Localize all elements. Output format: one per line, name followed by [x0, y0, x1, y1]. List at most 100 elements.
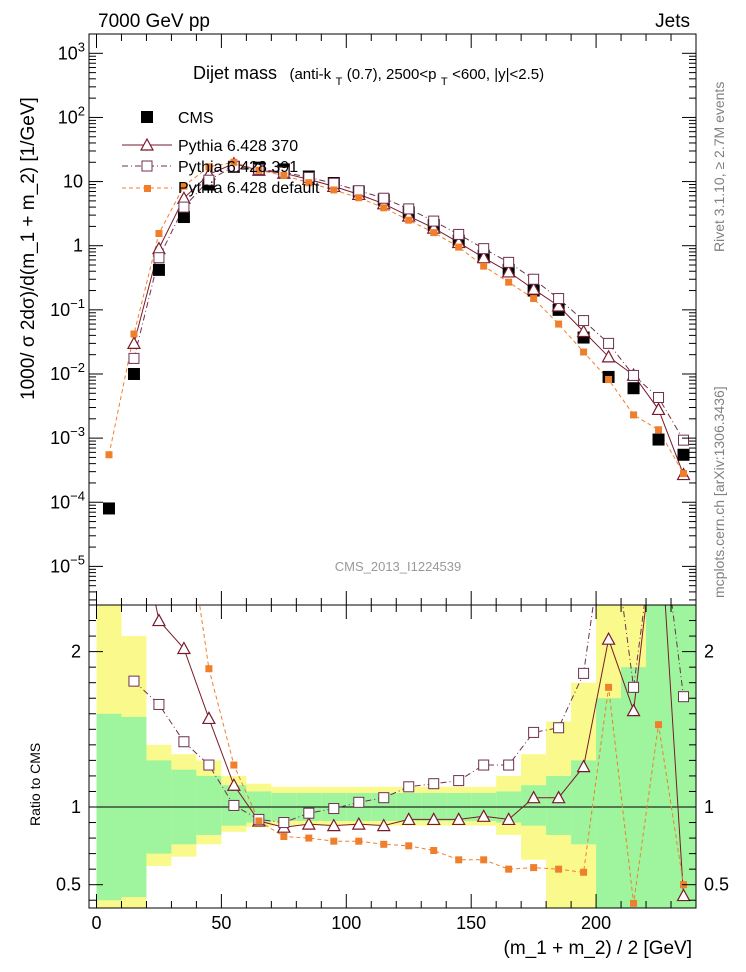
main-ytick-exp-2: −3 [70, 424, 85, 439]
main-point-pdef-15 [480, 262, 488, 270]
ratio-point-p391-4 [203, 759, 215, 771]
plot-title: Dijet mass (anti-k T (0.7), 2500<p T <60… [193, 63, 544, 89]
ratio-point-p391-2 [153, 698, 165, 710]
main-ytick-base-1: 10 [50, 492, 70, 512]
main-point-p370-20 [601, 349, 616, 363]
main-ytick-exp-1: −4 [70, 488, 85, 503]
ratio-point-p391-15 [478, 759, 490, 771]
main-point-p391-20 [603, 337, 615, 349]
band-green-18 [546, 775, 572, 835]
ratio-point-p370-10 [351, 816, 366, 830]
legend-marker-p391 [141, 160, 153, 172]
main-point-p391-1 [128, 352, 140, 364]
main-ytick-base-2: 10 [50, 428, 70, 448]
main-point-pdef-17 [530, 295, 538, 303]
main-point-pdef-4 [205, 163, 213, 171]
ratio-point-pdef-4 [205, 665, 213, 673]
main-point-pdef-1 [130, 330, 138, 338]
main-ytick-base-8: 10 [58, 43, 78, 63]
main-point-p391-12 [403, 203, 415, 215]
analysis-watermark: CMS_2013_I1224539 [335, 559, 462, 574]
main-point-pdef-22 [655, 426, 663, 434]
ratio-point-pdef-19 [580, 868, 588, 876]
main-point-pdef-19 [580, 348, 588, 356]
main-ytick-exp-0: −5 [70, 552, 85, 567]
ratio-point-pdef-15 [480, 856, 488, 864]
band-green-22 [646, 605, 672, 908]
header-right: Jets [655, 11, 690, 32]
band-green-20 [596, 698, 622, 908]
ratio-point-p391-17 [528, 726, 540, 738]
main-ytick-label-5: 1 [73, 236, 83, 256]
main-ytick-exp-3: −2 [70, 360, 85, 375]
ratio-point-p370-20 [601, 631, 616, 645]
main-point-p391-16 [503, 256, 515, 268]
mcplots-source-label: mcplots.cern.ch [arXiv:1306.3436] [711, 386, 727, 598]
legend-label-p370: Pythia 6.428 370 [178, 138, 298, 155]
ratio-ytick-label-left-0: 0.5 [56, 875, 81, 895]
ratio-point-pdef-13 [430, 847, 438, 855]
main-point-p391-17 [528, 273, 540, 285]
ratio-point-p370-14 [451, 812, 466, 826]
rivet-version-label: Rivet 3.1.10, ≥ 2.7M events [711, 82, 727, 252]
main-point-cms-23 [677, 448, 690, 461]
ratio-series-layer [128, 605, 691, 907]
ratio-point-p391-11 [378, 792, 390, 804]
ratio-point-p391-18 [553, 722, 565, 734]
legend-entry-pdef: Pythia 6.428 default [122, 180, 320, 197]
main-ytick-label-2: 10−3 [50, 424, 85, 448]
legend-entry-p370: Pythia 6.428 370 [122, 137, 298, 155]
ratio-ytick-label-left-1: 1 [71, 797, 81, 817]
ratio-point-p391-7 [278, 817, 290, 829]
ratio-point-p370-19 [576, 759, 591, 773]
main-ytick-label-6: 10 [63, 172, 83, 192]
main-point-pdef-10 [355, 194, 363, 202]
ratio-point-p370-5 [226, 777, 241, 791]
main-ytick-exp-7: 2 [78, 103, 85, 118]
ratio-point-pdef-14 [455, 856, 463, 864]
main-point-p391-22 [653, 391, 665, 403]
main-point-pdef-23 [680, 470, 688, 478]
band-green-4 [196, 775, 222, 835]
legend-entry-p391: Pythia 6.428 391 [122, 159, 298, 176]
main-ytick-base-7: 10 [58, 107, 78, 127]
main-point-pdef-21 [630, 411, 638, 419]
plot-title-detail-a: (anti-k [289, 66, 331, 83]
ratio-point-pdef-12 [405, 842, 413, 850]
band-green-19 [571, 760, 597, 845]
ratio-point-p391-19 [578, 667, 590, 679]
legend-label-p391: Pythia 6.428 391 [178, 159, 298, 176]
ratio-ytick-label-right-0: 0.5 [704, 875, 729, 895]
ratio-point-p370-2 [151, 613, 166, 627]
main-point-pdef-8 [305, 179, 313, 187]
ratio-point-p370-11 [376, 818, 391, 832]
main-point-p391-3 [178, 201, 190, 213]
ratio-point-p370-8 [301, 816, 316, 830]
main-point-p391-11 [378, 192, 390, 204]
ratio-point-pdef-18 [555, 865, 563, 873]
ratio-point-p391-1 [128, 675, 140, 687]
plot-title-sub-2: T [441, 76, 448, 88]
main-y-axis-label: 1000/ σ 2dσ)/d(m_1 + m_2) [1/GeV] [18, 97, 39, 400]
ratio-point-p370-15 [476, 809, 491, 822]
ratio-point-pdef-22 [655, 721, 663, 729]
ratio-point-p391-13 [428, 778, 440, 790]
ratio-point-p391-23 [678, 691, 690, 703]
ratio-point-p370-3 [176, 641, 191, 655]
main-ytick-exp-8: 3 [78, 39, 85, 54]
ratio-frame [88, 604, 697, 909]
ratio-xtick-label-4: 200 [581, 913, 611, 933]
main-point-pdef-12 [405, 216, 413, 224]
main-point-p370-16 [501, 264, 516, 278]
main-ytick-label-7: 102 [58, 103, 85, 127]
main-ytick-label-1: 10−4 [50, 488, 85, 512]
main-point-p391-23 [678, 434, 690, 446]
main-point-p370-19 [576, 324, 591, 338]
main-ytick-base-6: 10 [63, 172, 83, 192]
header-left: 7000 GeV pp [98, 11, 210, 32]
plot-title-detail-b: (0.7), 2500<p [347, 66, 437, 83]
ratio-y-axis-label: Ratio to CMS [27, 743, 43, 826]
main-point-p391-2 [153, 252, 165, 264]
legend-marker-p370 [139, 137, 155, 151]
ratio-point-pdef-20 [605, 683, 613, 691]
